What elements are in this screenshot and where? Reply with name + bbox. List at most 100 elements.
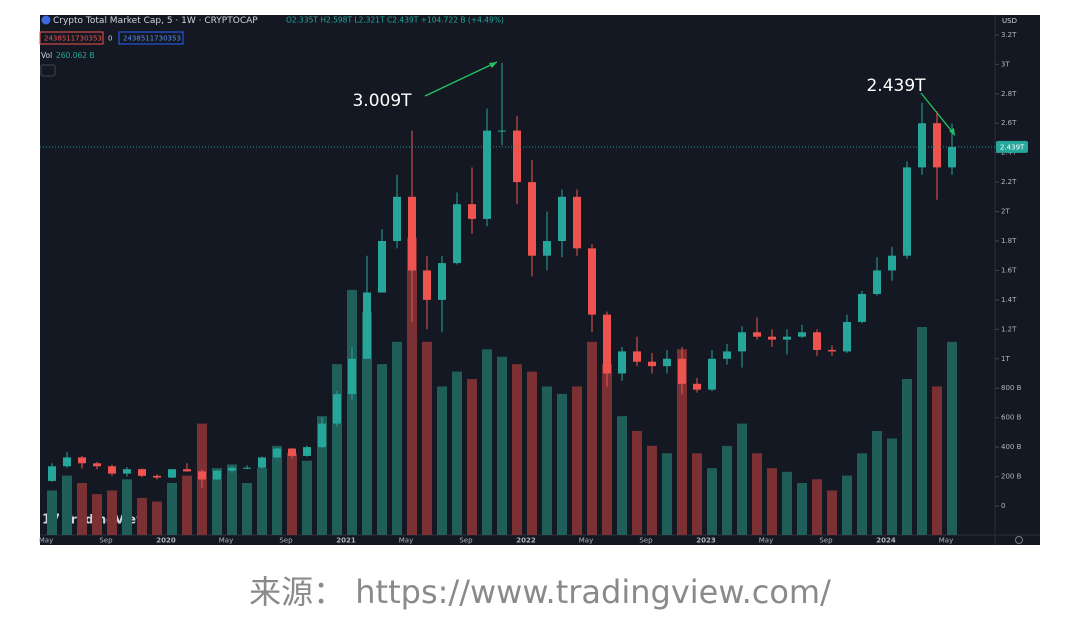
y-tick-label: 1T bbox=[1001, 355, 1010, 363]
volume-bar bbox=[392, 341, 402, 535]
candle-body bbox=[723, 351, 731, 359]
collapse-button[interactable] bbox=[40, 64, 56, 77]
volume-bar bbox=[302, 460, 312, 535]
price-label: 2.439T bbox=[1000, 143, 1025, 151]
volume-bar bbox=[527, 371, 537, 535]
volume-bar bbox=[782, 471, 792, 535]
volume-bar bbox=[737, 423, 747, 535]
volume-bar bbox=[437, 386, 447, 535]
candle-body bbox=[393, 196, 401, 241]
y-tick-label: 600 B bbox=[1001, 414, 1022, 422]
volume-bar bbox=[617, 416, 627, 535]
chart-title: Crypto Total Market Cap, 5 · 1W · CRYPTO… bbox=[53, 16, 258, 26]
candle-body bbox=[108, 466, 116, 474]
volume-bar bbox=[467, 379, 477, 535]
volume-bar bbox=[707, 468, 717, 535]
x-tick-label: May bbox=[759, 537, 773, 545]
input-box[interactable] bbox=[39, 31, 104, 45]
volume-bar bbox=[482, 349, 492, 535]
volume-bar bbox=[272, 445, 282, 535]
candle-body bbox=[183, 469, 191, 472]
volume-bar bbox=[242, 483, 252, 535]
volume-bar bbox=[47, 490, 57, 535]
candle-body bbox=[273, 448, 281, 458]
annotation: 2.439T bbox=[866, 76, 926, 96]
x-tick-label: May bbox=[579, 537, 593, 545]
candle-body bbox=[423, 270, 431, 300]
candle-body bbox=[198, 471, 206, 480]
volume-bar bbox=[317, 416, 327, 535]
x-tick-label: 2023 bbox=[696, 537, 716, 545]
candle-body bbox=[633, 351, 641, 362]
candle-body bbox=[123, 469, 131, 474]
candle-body bbox=[243, 467, 251, 469]
candle-body bbox=[573, 196, 581, 249]
candle-body bbox=[558, 196, 566, 241]
candle-body bbox=[903, 167, 911, 256]
x-tick-label: May bbox=[219, 537, 233, 545]
candle-body bbox=[678, 358, 686, 384]
y-tick-label: 1.4T bbox=[1001, 296, 1017, 304]
candle-body bbox=[408, 196, 416, 271]
volume-bar bbox=[377, 364, 387, 535]
candle-body bbox=[453, 204, 461, 264]
volume-bar bbox=[167, 483, 177, 535]
volume-bar bbox=[122, 479, 132, 535]
volume-bar bbox=[92, 494, 102, 535]
candle-body bbox=[738, 332, 746, 352]
candle-body bbox=[648, 361, 656, 367]
volume-bar bbox=[452, 371, 462, 535]
volume-bar bbox=[887, 438, 897, 535]
candle-body bbox=[363, 292, 371, 359]
volume-bar bbox=[917, 327, 927, 535]
volume-bar bbox=[62, 475, 72, 535]
volume-bar bbox=[77, 483, 87, 535]
volume-bar bbox=[512, 364, 522, 535]
volume-bar bbox=[347, 289, 357, 535]
x-tick-label: 2022 bbox=[516, 537, 536, 545]
y-tick-label: 400 B bbox=[1001, 443, 1022, 451]
candle-body bbox=[783, 336, 791, 340]
volume-bar bbox=[557, 393, 567, 535]
candle-body bbox=[138, 469, 146, 476]
volume-bar bbox=[827, 490, 837, 535]
volume-bar bbox=[212, 468, 222, 535]
candle-body bbox=[753, 332, 761, 337]
volume-bar bbox=[677, 349, 687, 535]
input-box[interactable] bbox=[118, 31, 184, 45]
y-tick-label: 3T bbox=[1001, 60, 1010, 68]
x-tick-label: May bbox=[39, 537, 53, 545]
x-tick-label: 2021 bbox=[336, 537, 356, 545]
candle-body bbox=[528, 182, 536, 256]
volume-bar bbox=[767, 468, 777, 535]
currency: USD bbox=[1002, 17, 1017, 25]
candle-body bbox=[378, 240, 386, 293]
x-tick-label: Sep bbox=[99, 537, 113, 545]
volume-name: Vol bbox=[41, 51, 52, 60]
candle-body bbox=[918, 123, 926, 168]
volume-bar bbox=[227, 464, 237, 535]
input-text: 2438511730353 bbox=[123, 35, 181, 43]
watermark: TradingView bbox=[64, 513, 147, 527]
volume-bar bbox=[152, 501, 162, 535]
candle-body bbox=[483, 130, 491, 219]
volume-bar bbox=[857, 453, 867, 535]
volume-value: 260.062 B bbox=[56, 51, 95, 60]
volume-bar bbox=[107, 490, 117, 535]
candle-body bbox=[708, 358, 716, 390]
candle-body bbox=[348, 358, 356, 395]
volume-bar bbox=[182, 475, 192, 535]
y-tick-label: 3.2T bbox=[1001, 31, 1017, 39]
volume-bar bbox=[632, 431, 642, 535]
candle-body bbox=[288, 448, 296, 456]
candle-body bbox=[318, 423, 326, 448]
candle-body bbox=[768, 336, 776, 340]
candle-body bbox=[498, 130, 506, 132]
settings-icon[interactable] bbox=[1015, 536, 1023, 544]
volume-bar bbox=[602, 364, 612, 535]
candle-body bbox=[303, 447, 311, 456]
candle-body bbox=[93, 463, 101, 467]
y-tick-label: 1.6T bbox=[1001, 266, 1017, 274]
candle-body bbox=[663, 358, 671, 367]
